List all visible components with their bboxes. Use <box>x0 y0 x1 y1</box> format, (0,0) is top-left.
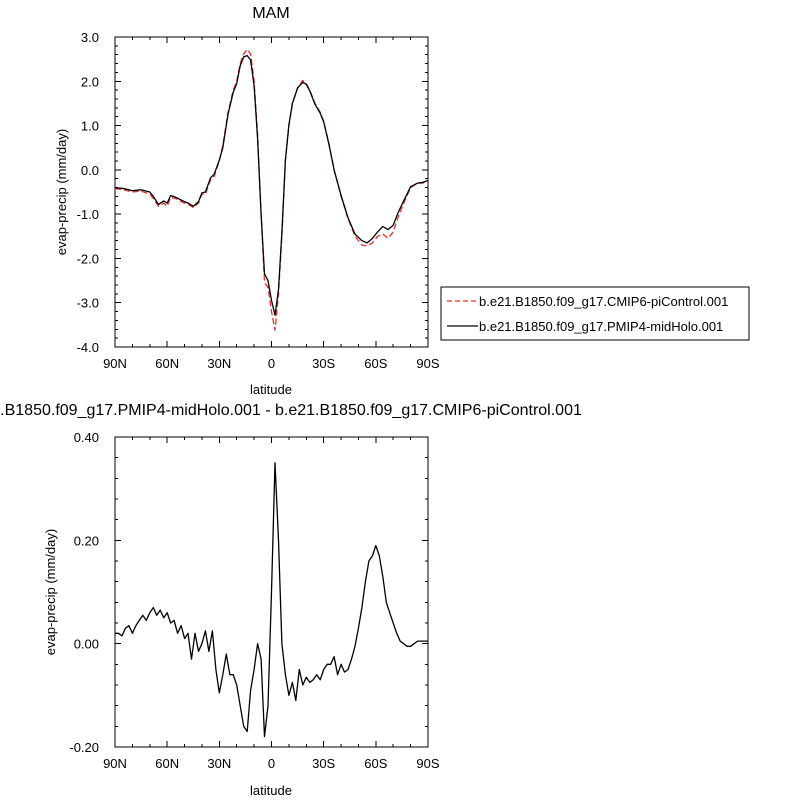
x-tick-label: 30S <box>312 756 335 771</box>
y-tick-label: -4.0 <box>77 340 99 355</box>
chart-mam: MAM 90N 60N 30N 0 30S 60S 90S -4.0 -3.0 -2.0 -1.0 0… <box>54 5 750 397</box>
y-tick-label: 0.40 <box>74 430 99 445</box>
y-tick-label: -2.0 <box>77 251 99 266</box>
x-tick-label: 90N <box>103 756 127 771</box>
series-group <box>114 48 429 331</box>
series-line-0 <box>114 48 429 331</box>
x-tick-label: 90N <box>103 356 127 371</box>
x-tick-label: 90S <box>416 356 439 371</box>
y-axis-label: evap-precip (mm/day) <box>43 529 58 655</box>
x-axis-label: latitude <box>250 382 292 397</box>
legend-label-midholo: b.e21.B1850.f09_g17.PMIP4-midHolo.001 <box>479 319 723 334</box>
y-tick-label: 2.0 <box>81 74 99 89</box>
y-tick-label: 0.0 <box>81 163 99 178</box>
legend: b.e21.B1850.f09_g17.CMIP6-piControl.001 … <box>440 286 750 341</box>
series-line-1 <box>114 54 429 316</box>
legend-label-picontrol: b.e21.B1850.f09_g17.CMIP6-piControl.001 <box>479 294 728 309</box>
chart-title: MAM <box>252 5 289 22</box>
x-tick-label: 60S <box>364 756 387 771</box>
x-tick-label: 30N <box>207 756 231 771</box>
x-tick-label: 0 <box>268 356 275 371</box>
x-tick-label: 30S <box>312 356 335 371</box>
legend-frame <box>440 286 750 341</box>
x-tick-label: 30N <box>207 356 231 371</box>
x-tick-label: 60S <box>364 356 387 371</box>
y-tick-label: 3.0 <box>81 30 99 45</box>
y-tick-label: -1.0 <box>77 207 99 222</box>
chart-title: b.e21.B1850.f09_g17.PMIP4-midHolo.001 - … <box>0 402 582 419</box>
x-tick-label: 0 <box>268 756 275 771</box>
tick-group: 90N 60N 30N 0 30S 60S 90S -0.20 0.00 0.20 0.40 <box>69 430 440 771</box>
x-tick-label: 60N <box>155 756 179 771</box>
tick-group: 90N 60N 30N 0 30S 60S 90S -4.0 -3.0 -2.0 -1.0 0.0 1.… <box>77 30 440 371</box>
series-group <box>115 462 428 738</box>
x-tick-label: 90S <box>416 756 439 771</box>
chart-difference: b.e21.B1850.f09_g17.PMIP4-midHolo.001 - … <box>0 402 582 798</box>
y-tick-label: -0.20 <box>69 740 99 755</box>
series-line-0 <box>115 462 428 738</box>
y-tick-label: 0.00 <box>74 637 99 652</box>
y-tick-label: 0.20 <box>74 533 99 548</box>
y-tick-label: 1.0 <box>81 119 99 134</box>
x-axis-label: latitude <box>250 783 292 798</box>
y-axis-label: evap-precip (mm/day) <box>54 129 69 255</box>
y-tick-label: -3.0 <box>77 296 99 311</box>
x-tick-label: 60N <box>155 356 179 371</box>
